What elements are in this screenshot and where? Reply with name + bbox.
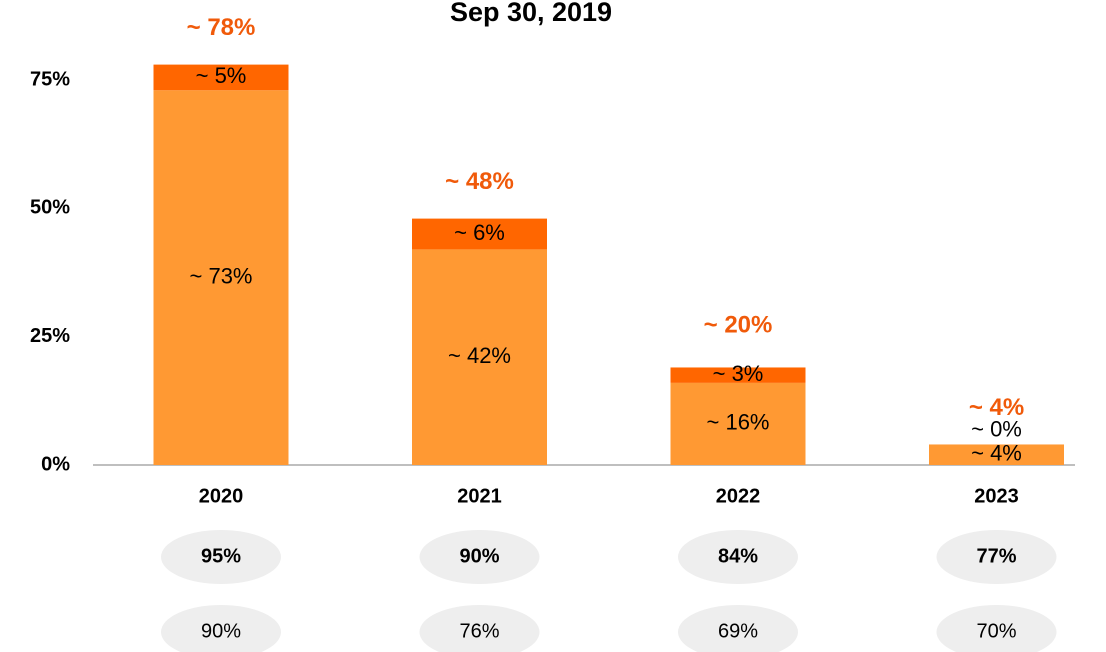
segment-label: ~ 6% [454, 220, 505, 245]
segment-label: ~ 0% [971, 416, 1022, 441]
summary-value: 69% [718, 620, 758, 642]
total-label: ~ 20% [704, 312, 773, 339]
summary-pill [161, 605, 281, 652]
segment-label: ~ 73% [190, 263, 253, 288]
summary-pill [678, 530, 798, 584]
y-tick-label: 75% [30, 68, 70, 90]
summary-pill [936, 530, 1057, 584]
summary-pill [936, 605, 1057, 652]
chart-title: Sep 30, 2019 [450, 0, 612, 27]
y-tick-label: 0% [41, 453, 70, 475]
segment-label: ~ 3% [713, 361, 764, 386]
segment-label: ~ 4% [971, 441, 1022, 466]
summary-pill [419, 605, 540, 652]
total-label: ~ 78% [187, 14, 256, 41]
summary-value: 84% [718, 545, 758, 567]
summary-value: 90% [459, 545, 499, 567]
summary-pill [419, 530, 540, 584]
summary-pill [678, 605, 798, 652]
x-tick-label: 2020 [199, 485, 244, 507]
segment-label: ~ 5% [196, 63, 247, 88]
bar-segment [929, 444, 1064, 465]
summary-value: 70% [976, 620, 1016, 642]
bar-segment [153, 90, 289, 466]
summary-value: 77% [976, 545, 1016, 567]
total-label: ~ 4% [969, 394, 1024, 421]
bar-segment [153, 64, 289, 91]
bar-segment [412, 249, 547, 465]
bar-segment [670, 367, 806, 383]
segment-label: ~ 42% [448, 343, 511, 368]
bar-segment [670, 382, 806, 465]
x-tick-label: 2021 [457, 485, 502, 507]
y-tick-label: 50% [30, 197, 70, 219]
x-tick-label: 2022 [716, 485, 761, 507]
summary-value: 90% [201, 620, 241, 642]
y-tick-label: 25% [30, 325, 70, 347]
summary-value: 95% [201, 545, 241, 567]
segment-label: ~ 16% [707, 410, 770, 435]
x-tick-label: 2023 [974, 485, 1019, 507]
bar-segment [412, 218, 547, 250]
summary-pill [161, 530, 281, 584]
total-label: ~ 48% [445, 168, 514, 195]
summary-value: 76% [459, 620, 499, 642]
